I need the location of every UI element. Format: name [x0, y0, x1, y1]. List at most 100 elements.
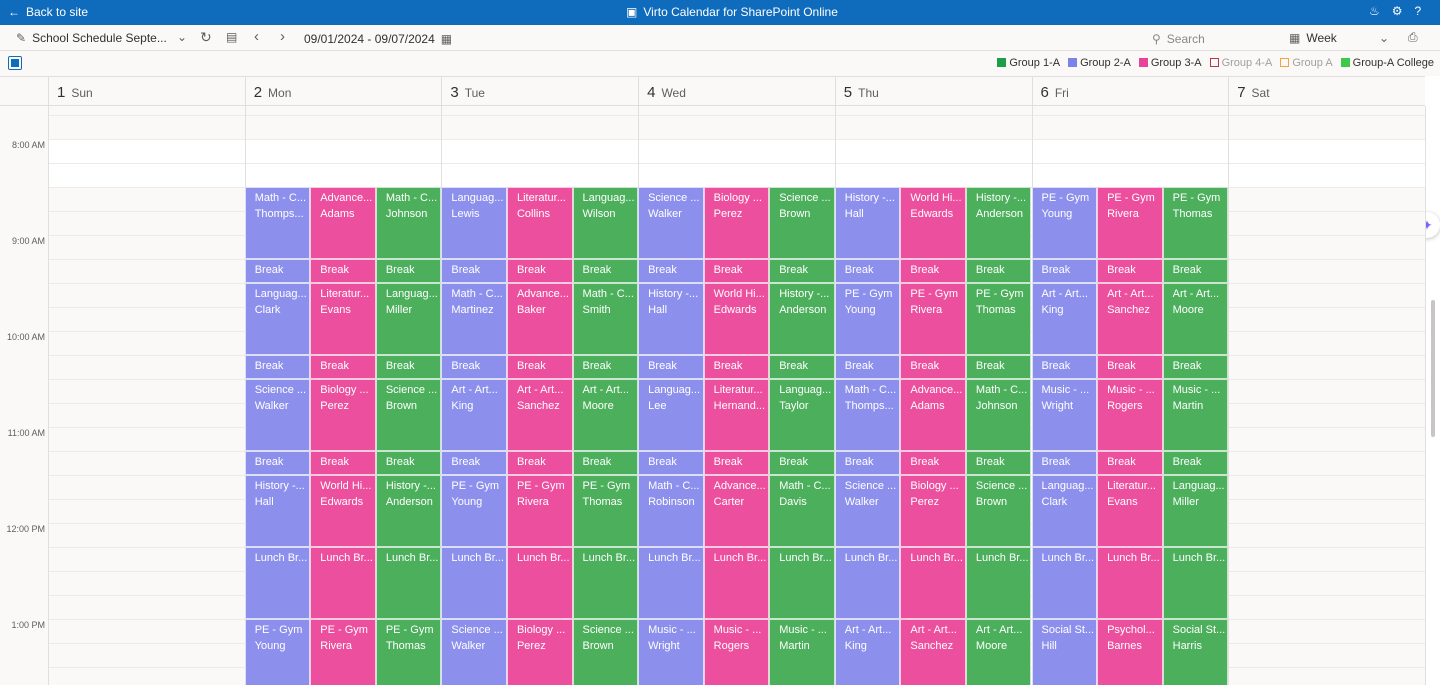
- event[interactable]: Science ... Brown: [965, 475, 1032, 547]
- event[interactable]: Break: [441, 259, 507, 283]
- select-all-checkbox[interactable]: [8, 56, 22, 70]
- prev-button[interactable]: ‹: [254, 28, 259, 45]
- event[interactable]: History -... Anderson: [375, 475, 442, 547]
- event[interactable]: Literatur... Evans: [1097, 475, 1163, 547]
- legend-item[interactable]: Group 3-A: [1138, 57, 1202, 69]
- event[interactable]: Math - C... Robinson: [638, 475, 704, 547]
- event[interactable]: Break: [1162, 355, 1229, 379]
- event[interactable]: Advance... Carter: [703, 475, 770, 547]
- event[interactable]: PE - Gym Thomas: [965, 283, 1032, 355]
- event[interactable]: Science ... Walker: [638, 187, 704, 259]
- view-selector[interactable]: ▦ Week ⌄: [1289, 31, 1389, 45]
- event[interactable]: Break: [1031, 451, 1098, 475]
- event[interactable]: Break: [638, 451, 704, 475]
- calendar-name[interactable]: School Schedule Septe...: [32, 31, 167, 45]
- event[interactable]: Music - ... Rogers: [1097, 379, 1163, 451]
- event[interactable]: Science ... Brown: [572, 619, 639, 685]
- event[interactable]: Science ... Walker: [244, 379, 311, 451]
- event[interactable]: Break: [1162, 451, 1229, 475]
- event[interactable]: Lunch Br...: [1162, 547, 1229, 619]
- event[interactable]: Advance... Baker: [506, 283, 573, 355]
- event[interactable]: Lunch Br...: [310, 547, 376, 619]
- event[interactable]: Social St... Hill: [1031, 619, 1098, 685]
- event[interactable]: Lunch Br...: [834, 547, 901, 619]
- event[interactable]: World Hi... Edwards: [900, 187, 966, 259]
- event[interactable]: Languag... Lewis: [441, 187, 507, 259]
- event[interactable]: Break: [506, 259, 573, 283]
- event[interactable]: Break: [638, 259, 704, 283]
- event[interactable]: Art - Art... King: [441, 379, 507, 451]
- event[interactable]: Break: [310, 451, 376, 475]
- event[interactable]: Break: [441, 451, 507, 475]
- event[interactable]: Art - Art... Sanchez: [1097, 283, 1163, 355]
- event[interactable]: Break: [310, 355, 376, 379]
- event[interactable]: World Hi... Edwards: [310, 475, 376, 547]
- event[interactable]: PE - Gym Rivera: [310, 619, 376, 685]
- event[interactable]: Break: [1097, 259, 1163, 283]
- event[interactable]: Biology ... Perez: [310, 379, 376, 451]
- event[interactable]: PE - Gym Young: [244, 619, 311, 685]
- event[interactable]: Break: [900, 451, 966, 475]
- event[interactable]: Languag... Clark: [1031, 475, 1098, 547]
- event[interactable]: Break: [572, 355, 639, 379]
- event[interactable]: History -... Anderson: [769, 283, 835, 355]
- event[interactable]: Math - C... Johnson: [965, 379, 1032, 451]
- event[interactable]: Art - Art... Moore: [965, 619, 1032, 685]
- event[interactable]: Music - ... Wright: [1031, 379, 1098, 451]
- event[interactable]: Math - C... Smith: [572, 283, 639, 355]
- event[interactable]: Lunch Br...: [703, 547, 770, 619]
- event[interactable]: Math - C... Davis: [769, 475, 835, 547]
- event[interactable]: Science ... Brown: [375, 379, 442, 451]
- event[interactable]: Math - C... Thomps...: [834, 379, 901, 451]
- event[interactable]: Languag... Clark: [244, 283, 311, 355]
- event[interactable]: Art - Art... Sanchez: [506, 379, 573, 451]
- event[interactable]: Math - C... Thomps...: [244, 187, 311, 259]
- search-box[interactable]: ⚲ Search: [1152, 32, 1205, 46]
- calendar-selector[interactable]: ✎ School Schedule Septe...: [16, 31, 167, 45]
- event[interactable]: PE - Gym Rivera: [506, 475, 573, 547]
- event[interactable]: Science ... Walker: [834, 475, 901, 547]
- event[interactable]: Art - Art... Sanchez: [900, 619, 966, 685]
- event[interactable]: Lunch Br...: [965, 547, 1032, 619]
- event[interactable]: Lunch Br...: [900, 547, 966, 619]
- back-link[interactable]: ← Back to site: [8, 5, 89, 19]
- event[interactable]: Science ... Walker: [441, 619, 507, 685]
- event[interactable]: Break: [375, 259, 442, 283]
- event[interactable]: Break: [244, 451, 311, 475]
- event[interactable]: PE - Gym Thomas: [1162, 187, 1229, 259]
- event[interactable]: Math - C... Johnson: [375, 187, 442, 259]
- event[interactable]: Lunch Br...: [572, 547, 639, 619]
- event[interactable]: Break: [572, 259, 639, 283]
- event[interactable]: Break: [769, 259, 835, 283]
- event[interactable]: PE - Gym Young: [834, 283, 901, 355]
- back-text[interactable]: Back to site: [26, 5, 89, 19]
- event[interactable]: PE - Gym Thomas: [572, 475, 639, 547]
- event[interactable]: Break: [572, 451, 639, 475]
- event[interactable]: Lunch Br...: [506, 547, 573, 619]
- scrollbar[interactable]: [1431, 300, 1435, 437]
- event[interactable]: Break: [375, 355, 442, 379]
- event[interactable]: Break: [375, 451, 442, 475]
- event[interactable]: Art - Art... Moore: [1162, 283, 1229, 355]
- legend-item[interactable]: Group-A College: [1340, 57, 1434, 69]
- event[interactable]: Break: [703, 451, 770, 475]
- event[interactable]: Lunch Br...: [769, 547, 835, 619]
- event[interactable]: Biology ... Perez: [506, 619, 573, 685]
- event[interactable]: Break: [310, 259, 376, 283]
- event[interactable]: Break: [834, 355, 901, 379]
- event[interactable]: Break: [1031, 259, 1098, 283]
- event[interactable]: Break: [834, 451, 901, 475]
- legend-item[interactable]: Group 2-A: [1068, 57, 1131, 69]
- event[interactable]: Break: [1097, 355, 1163, 379]
- event[interactable]: History -... Hall: [638, 283, 704, 355]
- event[interactable]: Lunch Br...: [638, 547, 704, 619]
- event[interactable]: Lunch Br...: [441, 547, 507, 619]
- event[interactable]: Languag... Lee: [638, 379, 704, 451]
- event[interactable]: PE - Gym Thomas: [375, 619, 442, 685]
- legend-item[interactable]: Group A: [1280, 57, 1333, 69]
- event[interactable]: Languag... Wilson: [572, 187, 639, 259]
- event[interactable]: Break: [703, 355, 770, 379]
- event[interactable]: Lunch Br...: [244, 547, 311, 619]
- event[interactable]: Break: [506, 451, 573, 475]
- event[interactable]: Break: [244, 355, 311, 379]
